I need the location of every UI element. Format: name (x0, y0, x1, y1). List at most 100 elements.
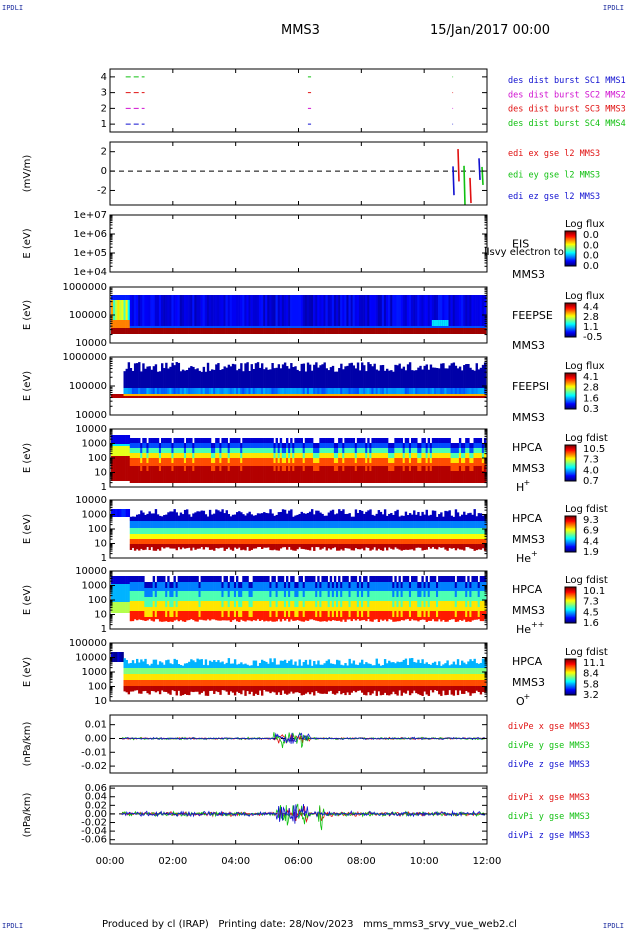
spectrogram-cell (300, 576, 303, 582)
spectrogram-cell (256, 394, 260, 396)
spectrogram-cell (317, 591, 320, 601)
spectrogram-cell (269, 521, 272, 528)
spectrogram-cell (321, 521, 324, 528)
spectrogram-cell (290, 576, 293, 582)
spectrogram-cell (450, 544, 453, 549)
spectrogram-cell (377, 326, 381, 328)
spectrogram-cell (350, 582, 353, 591)
spectrogram-cell (338, 328, 341, 334)
spectrogram-cell (317, 367, 320, 388)
spectrogram-cell (177, 388, 181, 394)
spectrogram-cell (142, 534, 145, 539)
spectrogram-cell (194, 458, 197, 466)
spectrogram-cell (402, 394, 406, 396)
y-tick-label: 100000 (69, 381, 107, 392)
spectrogram-cell (194, 396, 197, 398)
spectrogram-cell (338, 388, 341, 394)
spectrogram-cell (421, 528, 424, 534)
spectrogram-cell (175, 521, 178, 528)
spectrogram-cell (477, 458, 481, 466)
spectrogram-cell (231, 582, 235, 591)
spectrogram-cell (415, 458, 418, 466)
spectrogram-cell (433, 396, 437, 398)
spectrogram-cell (290, 453, 293, 458)
spectrogram-cell (446, 448, 449, 453)
spectrogram-cell (354, 448, 358, 453)
colorbar-cell (565, 530, 576, 533)
spectrogram-cell (261, 544, 264, 549)
spectrogram-cell (281, 448, 285, 453)
spectrogram-cell (333, 471, 337, 483)
instrument-label: HPCA (512, 512, 543, 525)
spectrogram-cell (240, 458, 243, 463)
spectrogram-cell (465, 466, 468, 483)
spectrogram-cell (286, 396, 289, 398)
spectrogram-cell (369, 509, 372, 521)
spectrogram-cell (302, 582, 306, 588)
spectrogram-cell (165, 448, 168, 453)
spectrogram-cell (444, 528, 447, 534)
spectrogram-cell (367, 521, 370, 528)
spectrogram-cell (427, 515, 431, 521)
spectrogram-cell (327, 521, 331, 528)
spectrogram-cell (271, 591, 274, 601)
spectrogram-cell (400, 528, 403, 534)
legend-entry: des dist burst SC4 MMS4 (508, 119, 626, 129)
spectrogram-cell (250, 458, 253, 466)
colorbar-cell (565, 307, 576, 310)
spectrogram-cell (308, 539, 312, 544)
spectrogram-cell (144, 328, 147, 334)
spectrogram-cell (444, 320, 447, 326)
spectrogram-cell (319, 534, 322, 539)
spectrogram-cell (358, 611, 362, 621)
spectrogram-cell (261, 295, 264, 326)
spectrogram-cell (452, 521, 456, 528)
spectrogram-cell (298, 611, 301, 621)
spectrogram-cell (229, 611, 233, 622)
spectrogram-cell (346, 534, 349, 539)
spectrogram-cell (423, 365, 426, 388)
spectrogram-cell (113, 444, 116, 446)
colorbar-cell (565, 303, 576, 305)
spectrogram-cell (458, 366, 462, 388)
spectrogram-cell (269, 588, 272, 597)
spectrogram-cell (138, 521, 141, 528)
spectrogram-cell (342, 582, 345, 591)
spectrogram-cell (375, 326, 378, 328)
spectrogram-cell (196, 582, 199, 591)
spectrogram-cell (290, 582, 293, 591)
spectrogram-cell (192, 591, 195, 601)
spectrogram-cell (150, 443, 153, 448)
spectrogram-cell (163, 326, 166, 328)
spectrogram-cell (440, 396, 443, 398)
spectrogram-cell (390, 591, 393, 601)
spectrogram-cell (311, 453, 314, 458)
spectrogram-cell (290, 539, 293, 544)
spectrogram-cell (365, 511, 368, 521)
spectrogram-cell (258, 539, 262, 544)
spectrogram-cell (404, 521, 408, 528)
spectrogram-cell (215, 544, 218, 548)
spectrogram-cell (471, 611, 474, 621)
spectrogram-cell (411, 394, 414, 396)
spectrogram-cell (219, 396, 222, 398)
spectrogram-cell (177, 458, 181, 466)
spectrogram-cell (177, 295, 181, 326)
spectrogram-cell (146, 521, 149, 528)
spectrogram-cell (315, 326, 318, 328)
spectrogram-cell (283, 544, 287, 548)
spectrogram-cell (304, 513, 308, 521)
spectrogram-cell (402, 611, 406, 621)
spectrogram-cell (446, 576, 449, 582)
spectrogram-cell (292, 453, 295, 458)
spectrogram-cell (242, 601, 245, 611)
spectrogram-cell (319, 394, 322, 396)
spectrogram-cell (296, 528, 299, 534)
spectrogram-cell (338, 448, 341, 453)
spectrogram-cell (300, 363, 303, 388)
spectrogram-cell (217, 521, 220, 528)
spectrogram-cell (367, 453, 370, 458)
spectrogram-cell (129, 544, 133, 550)
edi-burst (481, 166, 484, 185)
colorbar-cell (565, 323, 576, 326)
